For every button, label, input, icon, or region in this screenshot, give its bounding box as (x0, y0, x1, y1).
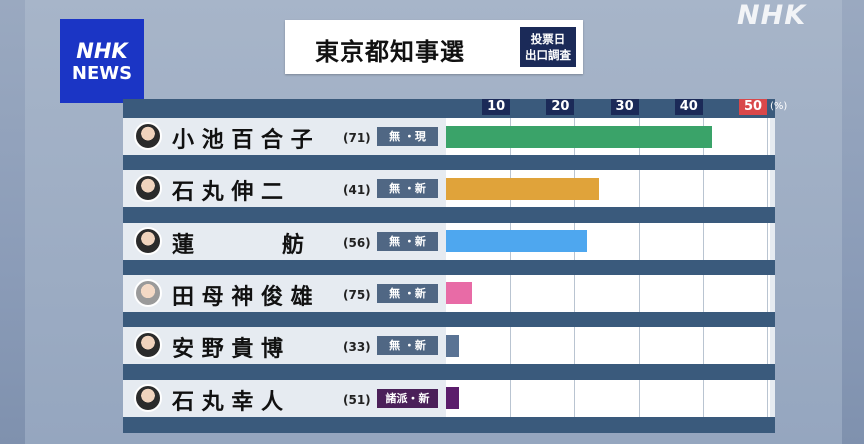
unit-label: (%) (770, 101, 788, 112)
gridline (638, 379, 640, 417)
data-bar (446, 282, 472, 305)
data-bar (446, 177, 599, 200)
candidate-name: 安 野 貴 博 (172, 337, 283, 363)
candidate-name: 小 池 百 合 子 (172, 128, 313, 153)
avatar (134, 383, 162, 412)
gridline (702, 274, 704, 312)
candidate-name: 田 母 神 俊 雄 (172, 284, 313, 310)
avatar (134, 278, 162, 307)
candidate-age: (71) (343, 131, 371, 145)
gridline (510, 274, 512, 312)
avatar (134, 174, 162, 203)
data-bar (446, 387, 459, 409)
candidate-age: (75) (343, 287, 371, 302)
gridline (767, 274, 768, 312)
tick-label: 40 (674, 99, 703, 115)
candidate-age: (41) (343, 183, 371, 198)
plot-cell (446, 327, 770, 365)
tick-label: 30 (610, 99, 639, 115)
gridline (702, 170, 704, 208)
party-badge: 無 ・現 (377, 127, 438, 146)
gridline (638, 274, 640, 312)
avatar (134, 331, 162, 360)
data-bar (446, 334, 459, 357)
gridline (767, 170, 768, 208)
avatar (134, 122, 162, 150)
avatar (134, 226, 162, 255)
gridline (574, 274, 576, 312)
nhk-news-logo: NHK NEWS (60, 19, 144, 103)
nhk-watermark: NHK (737, 0, 807, 31)
title-box: 東京都知事選 投票日 出口調査 (285, 20, 583, 74)
gridline (702, 222, 704, 260)
candidate-age: (56) (343, 235, 371, 250)
tick-label: 10 (482, 99, 511, 115)
gridline (574, 327, 576, 365)
tick-label: 50 (739, 99, 767, 115)
chart-title: 東京都知事選 (315, 38, 465, 66)
party-badge: 無 ・新 (377, 283, 438, 303)
plot-cell (446, 274, 770, 312)
gridline (574, 379, 576, 417)
gridline (638, 327, 640, 365)
candidate-age: (33) (343, 340, 371, 355)
gridline (510, 327, 512, 365)
party-badge: 無 ・新 (377, 336, 438, 356)
candidate-name: 蓮 舫 (172, 232, 305, 258)
data-bar (446, 125, 713, 148)
gridline (767, 118, 768, 155)
plot-cell (446, 379, 770, 417)
party-badge: 無 ・新 (377, 179, 438, 199)
tick-label: 20 (546, 99, 575, 115)
party-badge: 無 ・新 (377, 231, 438, 251)
gridline (767, 222, 768, 260)
gridline (638, 170, 640, 208)
data-bar (446, 230, 588, 253)
badge-line2: 出口調査 (525, 48, 571, 62)
gridline (638, 222, 640, 260)
candidate-name: 石 丸 伸 二 (172, 180, 283, 206)
candidate-age: (51) (343, 392, 371, 407)
gridline (702, 379, 704, 417)
gridline (767, 327, 768, 365)
gridline (702, 327, 704, 365)
logo-line1: NHK (76, 39, 128, 63)
logo-line2: NEWS (71, 63, 133, 84)
party-badge: 諸派・新 (377, 388, 438, 408)
candidate-name: 石 丸 幸 人 (172, 389, 283, 415)
gridline (510, 379, 512, 417)
badge-line1: 投票日 (530, 32, 566, 46)
exit-poll-badge: 投票日 出口調査 (520, 27, 576, 67)
gridline (767, 379, 768, 417)
